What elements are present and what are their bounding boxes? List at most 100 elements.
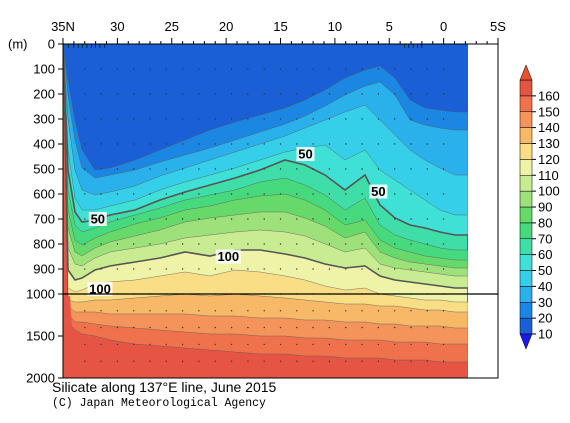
y-tick-label: 100 bbox=[33, 62, 55, 77]
sample-dot bbox=[442, 118, 445, 120]
sample-dot bbox=[214, 360, 216, 362]
colorbar-cell bbox=[519, 238, 533, 255]
colorbar-cell bbox=[519, 175, 533, 192]
sample-dot bbox=[230, 326, 233, 329]
sample-dot bbox=[263, 143, 265, 145]
sample-dot bbox=[377, 343, 380, 346]
sample-dot bbox=[442, 310, 445, 312]
sample-dot bbox=[263, 310, 265, 312]
sample-dot bbox=[181, 68, 184, 70]
sample-dot bbox=[84, 93, 86, 95]
sample-dot bbox=[345, 310, 347, 312]
sample-dot bbox=[100, 68, 102, 70]
colorbar-cell bbox=[519, 79, 533, 97]
sample-dot bbox=[263, 168, 265, 170]
sample-dot bbox=[394, 360, 396, 362]
colorbar-cell bbox=[519, 317, 533, 335]
sample-dot bbox=[442, 143, 445, 145]
contour-label-bg bbox=[88, 212, 107, 226]
sample-dot bbox=[214, 193, 216, 195]
sample-dot bbox=[442, 243, 445, 245]
sample-dot bbox=[377, 68, 380, 70]
sample-dot bbox=[394, 143, 396, 145]
sample-dot bbox=[345, 360, 347, 362]
sample-dot bbox=[312, 268, 314, 270]
sample-dot bbox=[181, 326, 184, 329]
sample-dot bbox=[230, 218, 233, 220]
sample-dot bbox=[328, 343, 331, 346]
sample-dot bbox=[230, 143, 233, 145]
sample-dot bbox=[345, 68, 347, 70]
sample-dot bbox=[100, 310, 102, 312]
sample-dot bbox=[263, 218, 265, 220]
sample-dot bbox=[410, 143, 412, 145]
contour-fill-group bbox=[63, 44, 468, 378]
sample-dot bbox=[263, 118, 265, 120]
sample-dot bbox=[149, 168, 151, 170]
sample-dot bbox=[296, 326, 298, 329]
colorbar-cell bbox=[519, 222, 533, 239]
sample-dot bbox=[133, 168, 135, 170]
x-tick-label: 20 bbox=[219, 19, 233, 34]
sample-dot bbox=[263, 343, 265, 346]
sample-dot bbox=[100, 343, 102, 346]
y-tick-label: 300 bbox=[33, 112, 55, 127]
colorbar-label: 120 bbox=[538, 152, 560, 167]
sample-dot bbox=[361, 310, 363, 312]
sample-dot bbox=[116, 193, 119, 195]
sample-dot bbox=[394, 193, 396, 195]
sample-dot bbox=[149, 310, 151, 312]
sample-dot bbox=[247, 326, 249, 329]
sample-dot bbox=[312, 326, 314, 329]
colorbar-label: 150 bbox=[538, 104, 560, 119]
x-tick-label: 5S bbox=[490, 19, 506, 34]
sample-dot bbox=[165, 243, 167, 245]
y-tick-label: 700 bbox=[33, 212, 55, 227]
y-tick-label: 2000 bbox=[26, 371, 55, 386]
sample-dot bbox=[312, 68, 314, 70]
sample-dot bbox=[279, 168, 282, 170]
colorbar-cell bbox=[519, 206, 533, 224]
sample-dot bbox=[328, 268, 331, 270]
sample-dot bbox=[377, 93, 380, 95]
sample-dot bbox=[116, 268, 119, 270]
sample-dot bbox=[426, 218, 428, 220]
sample-dot bbox=[263, 193, 265, 195]
sample-dot bbox=[181, 143, 184, 145]
sample-dot bbox=[442, 193, 445, 195]
sample-dot bbox=[100, 268, 102, 270]
x-tick-label: 0 bbox=[440, 19, 447, 34]
colorbar-label: 20 bbox=[538, 311, 552, 326]
sample-dot bbox=[377, 168, 380, 170]
sample-dot bbox=[410, 310, 412, 312]
sample-dot bbox=[84, 193, 86, 195]
chart-credit: (C) Japan Meteorological Agency bbox=[52, 397, 266, 410]
sample-dot bbox=[279, 310, 282, 312]
sample-dot bbox=[328, 118, 331, 120]
sample-dot bbox=[247, 143, 249, 145]
y-tick-label: 400 bbox=[33, 137, 55, 152]
sample-dot bbox=[198, 326, 200, 329]
x-tick-label: 35N bbox=[51, 19, 75, 34]
colorbar-label: 90 bbox=[538, 200, 552, 215]
sample-dot bbox=[426, 143, 428, 145]
contour-label-bg bbox=[215, 249, 241, 264]
sample-dot bbox=[100, 93, 102, 95]
y-tick-label: 600 bbox=[33, 187, 55, 202]
x-tick-label: 10 bbox=[328, 19, 342, 34]
sample-dot bbox=[410, 343, 412, 346]
sample-dot bbox=[214, 68, 216, 70]
sample-dot bbox=[165, 360, 167, 362]
x-tick-label: 30 bbox=[110, 19, 124, 34]
sample-dot bbox=[296, 310, 298, 312]
colorbar-cell bbox=[519, 302, 533, 319]
sample-dot bbox=[149, 360, 151, 362]
contour-label-group: 50 100 100 50 50 bbox=[87, 147, 388, 297]
sample-dot bbox=[165, 310, 167, 312]
sample-dot bbox=[263, 68, 265, 70]
sample-dot bbox=[361, 68, 363, 70]
sample-dot bbox=[279, 118, 282, 120]
sample-dot bbox=[198, 343, 200, 346]
colorbar-label: 80 bbox=[538, 215, 552, 230]
